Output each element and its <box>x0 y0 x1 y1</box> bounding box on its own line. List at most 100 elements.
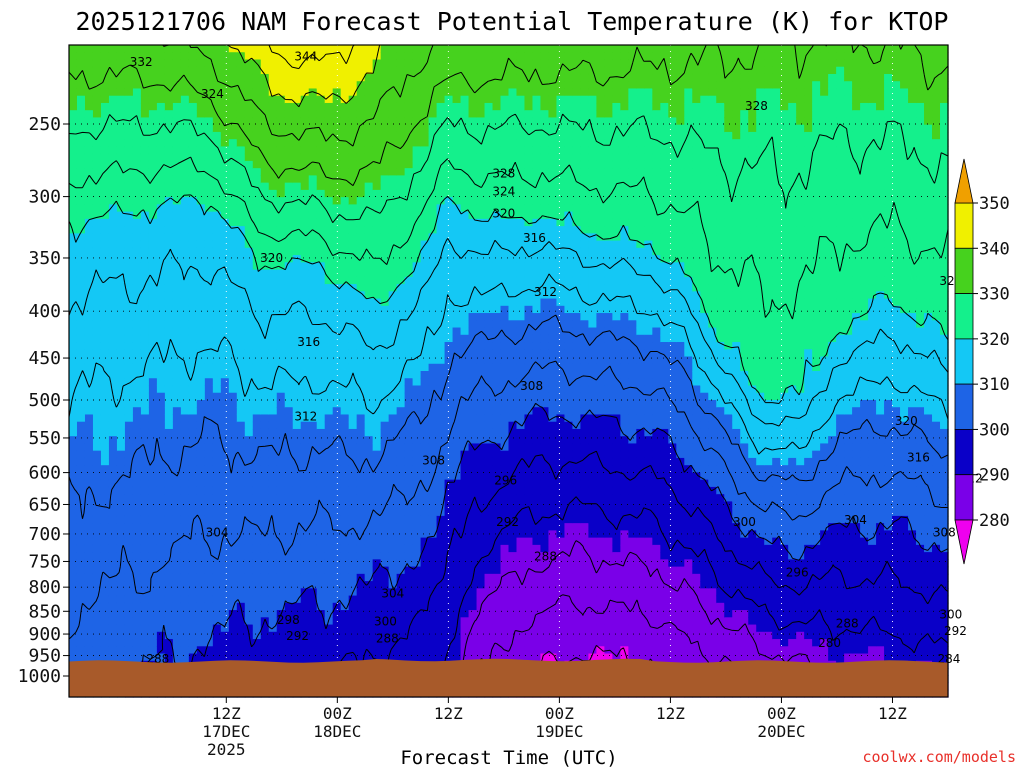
theta-cell <box>444 443 454 452</box>
theta-cell <box>500 139 510 148</box>
theta-cell <box>436 581 446 589</box>
theta-cell <box>76 153 86 162</box>
theta-cell <box>420 552 430 560</box>
theta-cell <box>396 508 406 517</box>
theta-cell <box>492 197 502 205</box>
theta-cell <box>372 646 382 655</box>
theta-cell <box>172 508 182 517</box>
theta-cell <box>132 139 142 148</box>
theta-cell <box>69 544 78 553</box>
theta-cell <box>356 305 366 314</box>
theta-cell <box>316 588 326 597</box>
theta-cell <box>260 291 270 300</box>
theta-cell <box>156 189 166 198</box>
theta-cell <box>116 146 126 155</box>
theta-cell <box>484 168 494 176</box>
theta-cell <box>212 428 222 437</box>
theta-cell <box>132 436 142 445</box>
theta-cell <box>292 45 302 53</box>
theta-cell <box>276 443 286 452</box>
theta-cell <box>484 175 494 184</box>
theta-cell <box>116 117 126 126</box>
theta-cell <box>220 262 230 271</box>
theta-cell <box>164 349 174 358</box>
theta-cell <box>500 457 510 466</box>
theta-cell <box>508 313 518 321</box>
theta-cell <box>324 73 334 82</box>
theta-cell <box>108 269 118 278</box>
theta-cell <box>284 320 294 329</box>
theta-cell <box>276 371 286 379</box>
theta-cell <box>316 523 326 531</box>
theta-cell <box>164 414 174 423</box>
theta-cell <box>356 602 366 611</box>
theta-cell <box>308 269 318 278</box>
theta-cell <box>396 313 406 321</box>
theta-cell <box>212 255 222 263</box>
theta-cell <box>92 421 102 430</box>
theta-cell <box>468 537 478 546</box>
theta-cell <box>436 211 446 220</box>
theta-cell <box>292 494 302 502</box>
theta-cell <box>452 363 462 372</box>
theta-cell <box>212 653 222 662</box>
theta-cell <box>84 117 94 126</box>
theta-cell <box>172 102 182 111</box>
theta-cell <box>412 146 422 155</box>
theta-cell <box>300 255 310 263</box>
theta-cell <box>244 581 254 589</box>
theta-cell <box>276 653 286 662</box>
theta-cell <box>452 450 462 459</box>
theta-cell <box>276 240 286 249</box>
theta-cell <box>196 262 206 271</box>
theta-cell <box>84 537 94 546</box>
theta-cell <box>180 284 190 292</box>
theta-cell <box>196 356 206 365</box>
theta-cell <box>212 211 222 220</box>
theta-cell <box>372 240 382 249</box>
theta-cell <box>108 342 118 350</box>
theta-cell <box>116 95 126 104</box>
theta-cell <box>76 631 86 640</box>
theta-cell <box>140 428 150 437</box>
theta-cell <box>132 639 142 647</box>
theta-cell <box>92 73 102 82</box>
theta-cell <box>460 102 470 111</box>
theta-cell <box>372 45 382 53</box>
theta-cell <box>484 226 494 234</box>
theta-cell <box>412 81 422 90</box>
theta-cell <box>380 313 390 321</box>
theta-cell <box>92 226 102 234</box>
theta-cell <box>300 189 310 198</box>
theta-cell <box>180 313 190 321</box>
theta-cell <box>124 284 134 292</box>
theta-cell <box>444 160 454 169</box>
theta-cell <box>260 371 270 379</box>
theta-cell <box>348 66 358 75</box>
theta-cell <box>316 102 326 111</box>
theta-cell <box>196 392 206 401</box>
theta-cell <box>308 255 318 263</box>
theta-cell <box>388 313 398 321</box>
theta-cell <box>260 653 270 662</box>
theta-cell <box>380 59 390 68</box>
theta-cell <box>404 334 414 343</box>
theta-cell <box>276 247 286 256</box>
theta-cell <box>372 653 382 662</box>
theta-cell <box>188 320 198 329</box>
theta-cell <box>372 211 382 220</box>
theta-cell <box>236 588 246 597</box>
theta-cell <box>476 639 486 647</box>
theta-cell <box>404 508 414 517</box>
theta-cell <box>180 66 190 75</box>
theta-cell <box>69 204 78 213</box>
theta-cell <box>484 59 494 68</box>
theta-cell <box>156 327 166 336</box>
theta-cell <box>508 160 518 169</box>
theta-cell <box>276 428 286 437</box>
theta-cell <box>76 617 86 626</box>
theta-cell <box>100 472 110 481</box>
theta-cell <box>92 342 102 350</box>
theta-cell <box>364 342 374 350</box>
theta-cell <box>484 479 494 488</box>
